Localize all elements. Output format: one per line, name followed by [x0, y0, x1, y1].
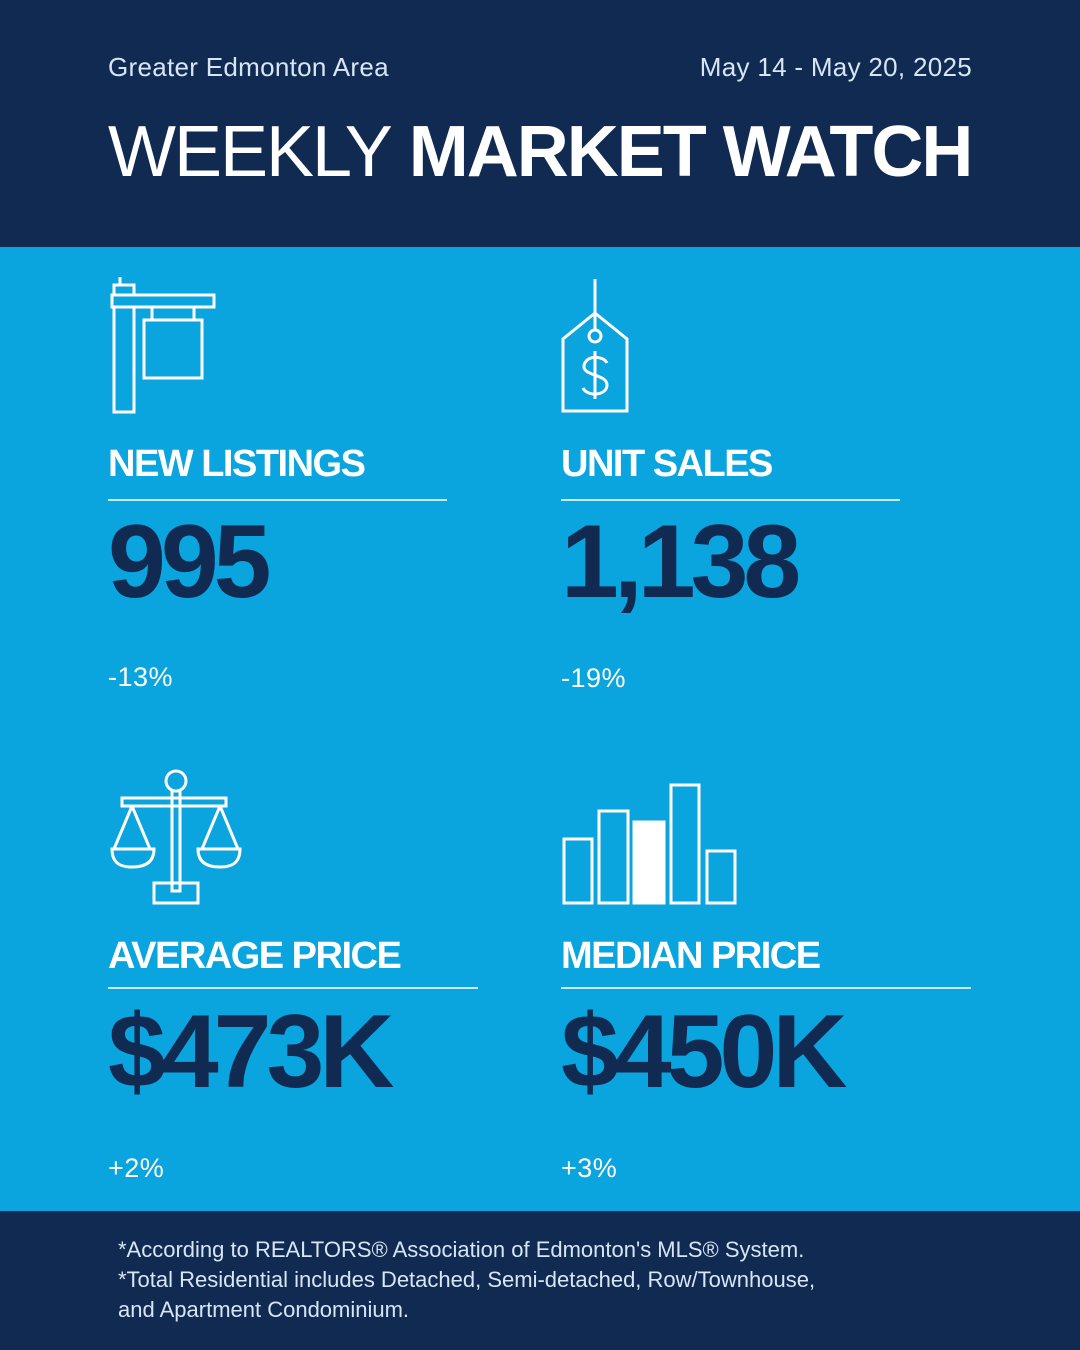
- region-label: Greater Edmonton Area: [108, 52, 389, 82]
- divider: [108, 499, 447, 501]
- stat-label: MEDIAN PRICE: [561, 935, 821, 977]
- title-light: WEEKLY: [108, 112, 393, 192]
- stat-change: -19%: [561, 663, 627, 693]
- divider: [561, 499, 900, 501]
- footnote-line: *Total Residential includes Detached, Se…: [118, 1267, 816, 1292]
- footnote-line: and Apartment Condominium.: [118, 1297, 410, 1322]
- stat-value: $450K: [561, 994, 847, 1110]
- stat-change: +2%: [108, 1153, 165, 1183]
- header-band: Greater Edmonton Area May 14 - May 20, 2…: [0, 0, 1080, 247]
- stat-value: 1,138: [561, 504, 801, 620]
- bar-chart-icon: [562, 783, 737, 905]
- stat-change: -13%: [108, 662, 174, 692]
- footer-band: *According to REALTORS® Association of E…: [0, 1211, 1080, 1350]
- stat-label: NEW LISTINGS: [108, 443, 366, 485]
- stats-panel: NEW LISTINGS 995 -13% UNIT SALES 1,138 -…: [0, 247, 1080, 1211]
- stat-value: 995: [108, 504, 272, 620]
- balance-scale-icon: [110, 769, 242, 905]
- date-range: May 14 - May 20, 2025: [699, 52, 972, 82]
- divider: [108, 987, 478, 989]
- divider: [561, 987, 971, 989]
- page-title: WEEKLY MARKET WATCH: [108, 112, 974, 192]
- stat-value: $473K: [108, 994, 394, 1110]
- stat-change: +3%: [561, 1153, 618, 1183]
- footnotes: *According to REALTORS® Association of E…: [118, 1235, 998, 1325]
- price-tag-icon: [561, 279, 629, 413]
- stat-label: UNIT SALES: [561, 443, 773, 485]
- footnote-line: *According to REALTORS® Association of E…: [118, 1237, 805, 1262]
- title-bold: MARKET WATCH: [408, 112, 974, 192]
- stat-label: AVERAGE PRICE: [108, 935, 402, 977]
- for-sale-sign-icon: [110, 277, 216, 414]
